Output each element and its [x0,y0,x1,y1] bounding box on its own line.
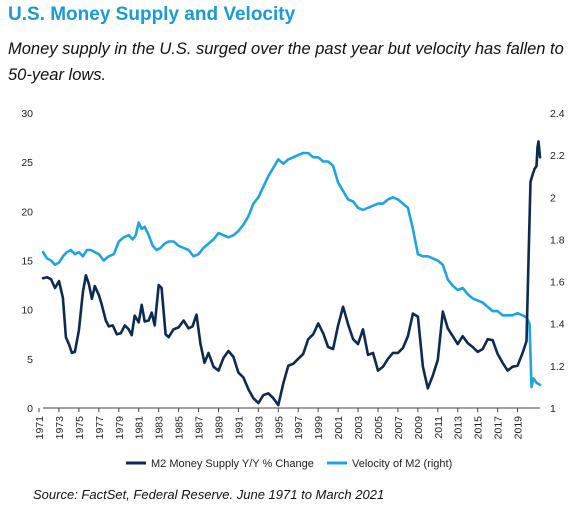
x-tick-label: 1971 [34,416,46,440]
y-right-tick-label: 2.4 [550,108,565,120]
x-tick-label: 1989 [213,416,225,440]
x-tick-label: 1991 [233,416,245,440]
chart-subtitle: Money supply in the U.S. surged over the… [8,40,564,84]
x-tick-label: 2007 [393,416,405,440]
x-tick-label: 2005 [373,416,385,440]
x-tick-label: 1975 [74,416,86,440]
y-right-tick-label: 1.2 [550,361,565,373]
x-tick-label: 2015 [473,416,485,440]
y-right-tick-label: 1.4 [550,319,565,331]
y-left-tick-label: 5 [27,354,33,366]
axes: 0 5 10 15 20 25 30 1 1.2 1.4 1.6 1.8 2 2.2 2.4 1971 1973… [21,108,564,439]
y-left-tick-label: 15 [21,256,33,268]
y-right-tick-label: 1.6 [550,277,565,289]
x-tick-label: 2011 [433,416,445,439]
y-right-tick-label: 2 [550,192,556,204]
y-left-tick-label: 25 [21,157,33,169]
x-tick-label: 1993 [253,416,265,440]
chart-title: U.S. Money Supply and Velocity [8,4,296,25]
legend: M2 Money Supply Y/Y % Change Velocity of … [126,458,452,470]
velocity-series-line [41,151,542,389]
x-tick-label: 2001 [333,416,345,440]
x-tick-label: 2013 [453,416,465,440]
x-tick-label: 2003 [353,416,365,440]
x-tick-label: 1981 [134,416,146,440]
x-tick-label: 2017 [493,416,505,440]
y-left-tick-label: 20 [21,206,33,218]
x-tick-label: 2009 [413,416,425,440]
m2-series-line [41,140,542,407]
y-left-tick-label: 0 [27,403,33,415]
y-right-tick-label: 1.8 [550,234,565,246]
y-right-tick-label: 2.2 [550,150,565,162]
x-tick-label: 1995 [273,416,285,440]
y-right-tick-label: 1 [550,403,556,415]
source-note: Source: FactSet, Federal Reserve. June 1… [33,487,385,502]
x-tick-label: 1977 [94,416,106,440]
legend-item-m2: M2 Money Supply Y/Y % Change [126,458,314,470]
x-tick-label: 2019 [513,416,525,440]
x-tick-label: 1979 [114,416,126,440]
y-left-tick-label: 10 [21,305,33,317]
x-tick-label: 1973 [54,416,66,440]
y-left-tick-label: 30 [21,108,33,120]
x-tick-label: 1987 [194,416,206,440]
x-tick-label: 1985 [174,416,186,440]
x-tick-label: 1999 [313,416,325,440]
x-tick-label: 1997 [293,416,305,440]
series-layer [41,140,542,407]
x-tick-label: 1983 [154,416,166,440]
legend-item-velocity: Velocity of M2 (right) [327,458,452,470]
legend-label: Velocity of M2 (right) [352,458,452,470]
legend-label: M2 Money Supply Y/Y % Change [151,458,314,470]
